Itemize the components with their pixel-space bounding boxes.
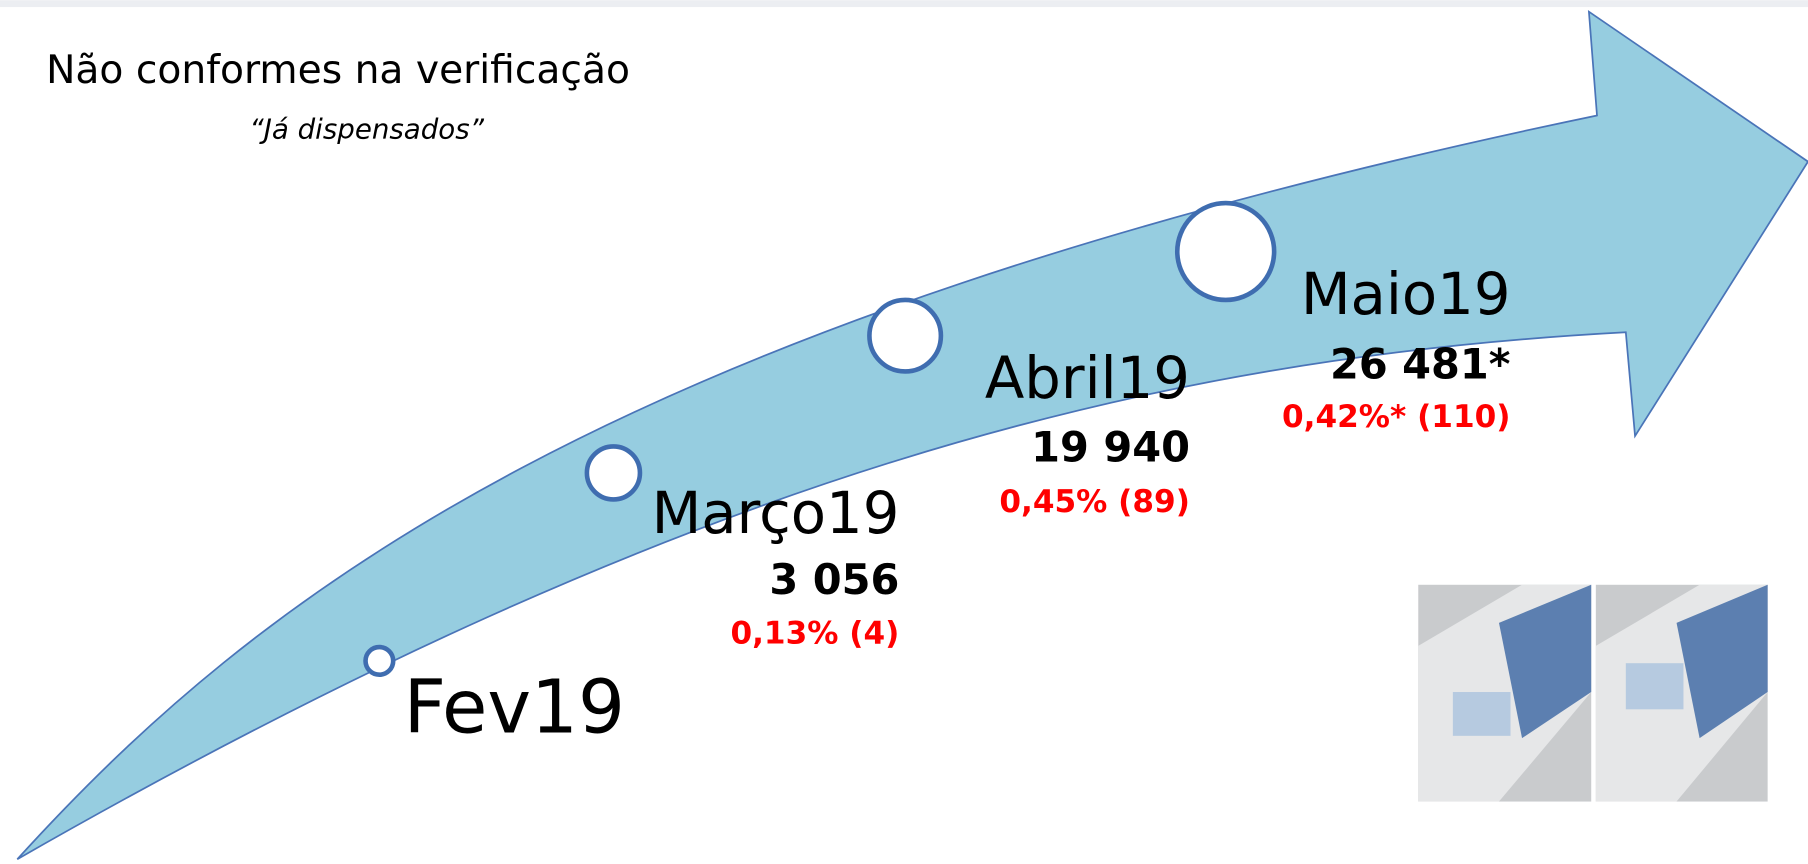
- marker: [587, 446, 640, 499]
- milestone-count: 19 940: [1031, 422, 1190, 471]
- marker: [366, 647, 394, 675]
- marker: [869, 300, 940, 371]
- milestone-rate: 0,45% (89): [999, 484, 1190, 520]
- page: {"header": {"title": "Não conformes na v…: [0, 0, 1808, 864]
- milestone-rate: 0,13% (4): [730, 616, 899, 652]
- milestone-label: Maio19: [1301, 260, 1511, 328]
- milestone-count: 26 481*: [1330, 339, 1511, 388]
- slide: Não conformes na verificação “Já dispens…: [0, 0, 1808, 864]
- milestone-rate: 0,42%* (110): [1282, 399, 1511, 435]
- marker: [1177, 203, 1274, 300]
- title: Não conformes na verificação: [46, 48, 630, 93]
- milestone-label: Abril19: [985, 344, 1190, 412]
- product-photos: [1418, 585, 1767, 802]
- subtitle: “Já dispensados”: [249, 113, 484, 146]
- milestone-label: Fev19: [404, 665, 625, 750]
- milestone-label: Março19: [652, 479, 900, 547]
- top-band: [0, 0, 1808, 7]
- milestone-count: 3 056: [769, 555, 899, 604]
